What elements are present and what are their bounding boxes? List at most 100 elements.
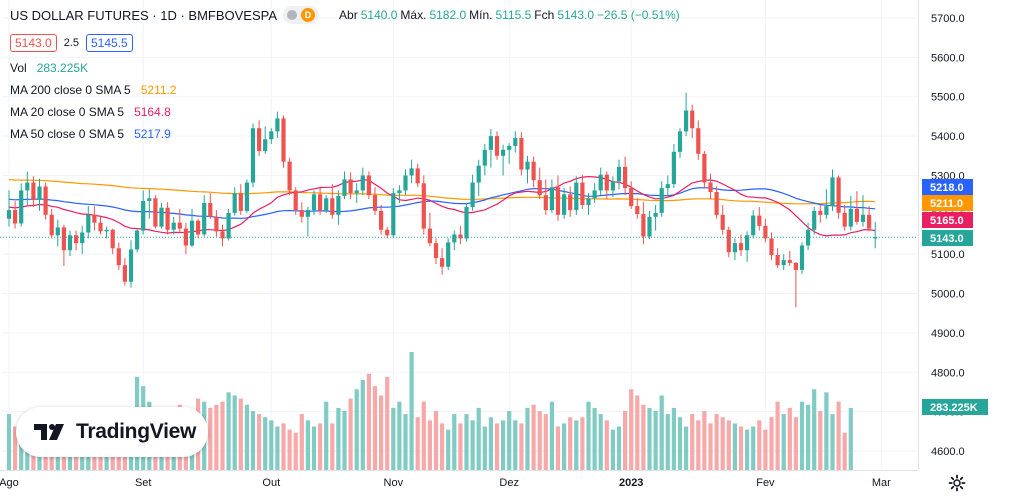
candle-body (562, 194, 567, 215)
candle-body (793, 262, 798, 270)
candle (220, 224, 225, 247)
volume-bar (574, 420, 579, 470)
candle-body (214, 216, 219, 232)
volume-bar (732, 423, 737, 470)
volume-bar (342, 411, 347, 470)
candle (67, 230, 73, 257)
candle-body (330, 198, 335, 215)
candle-body (250, 128, 256, 183)
spread-value: 2.5 (63, 36, 79, 49)
candle-body (391, 193, 396, 236)
candle (793, 262, 798, 308)
candle-body (488, 136, 493, 150)
candle-body (122, 265, 127, 282)
sell-button[interactable]: 5143.0 (10, 34, 57, 52)
open-value: 5140.0 (360, 8, 398, 22)
candle (86, 206, 91, 239)
tradingview-logo-icon (34, 424, 64, 440)
candle (580, 174, 585, 209)
candle-body (80, 232, 85, 244)
volume-bar (635, 395, 640, 470)
candle-body (104, 229, 109, 232)
candle (726, 226, 731, 258)
candle (476, 159, 481, 196)
candle (318, 188, 323, 215)
delayed-data-icon: D (301, 8, 316, 22)
candle (74, 230, 79, 251)
volume-bar (818, 411, 823, 470)
candle-body (183, 228, 188, 246)
candle (440, 248, 445, 275)
candle-body (226, 212, 231, 239)
volume-bar (702, 411, 707, 470)
buy-button[interactable]: 5145.5 (86, 34, 133, 52)
candle (385, 226, 390, 239)
candle (684, 92, 689, 137)
candle (257, 120, 262, 156)
volume-axis-label: 283.225K (922, 399, 988, 415)
indicator-ma50[interactable]: MA 50 close 0 SMA 5 5217.9 (10, 128, 680, 140)
candle (604, 171, 609, 200)
candle (732, 238, 737, 261)
volume-bar (257, 414, 262, 470)
candle-body (549, 187, 554, 211)
volume-bar (220, 401, 225, 470)
candle-body (281, 118, 286, 162)
candle-body (757, 215, 762, 226)
moving-average-lines (8, 175, 876, 237)
volume-bar (726, 420, 731, 470)
candle (671, 143, 676, 189)
candle-body (269, 131, 274, 140)
open-label: Abr (339, 8, 358, 22)
candle (183, 222, 188, 255)
candle-body (732, 243, 737, 253)
volume-bar (208, 407, 213, 470)
candle-body (360, 175, 365, 191)
indicator-name: MA 20 close 0 SMA 5 (10, 105, 125, 119)
candle (860, 195, 866, 227)
candle (452, 230, 457, 251)
candle (61, 224, 66, 266)
candle (751, 210, 756, 239)
ma20-line (8, 175, 876, 237)
candle (775, 248, 780, 268)
price-label-box (922, 212, 973, 228)
tradingview-logo[interactable]: TradingView (16, 407, 208, 457)
candle-body (49, 214, 54, 236)
symbol-title[interactable]: US DOLLAR FUTURES · 1D · BMFBOVESPA (10, 7, 278, 23)
price-tick-label: 4900.0 (931, 328, 965, 340)
settings-gear-icon[interactable] (948, 474, 966, 492)
candle (311, 190, 317, 215)
indicator-volume[interactable]: Vol 283.225K (10, 62, 680, 74)
candle (806, 222, 811, 251)
candle (824, 189, 829, 219)
candle (104, 226, 109, 239)
candle-body (311, 194, 317, 211)
candle-body (31, 182, 36, 200)
indicator-ma20[interactable]: MA 20 close 0 SMA 5 5164.8 (10, 106, 680, 118)
volume-bar (665, 414, 670, 470)
candle-body (769, 238, 774, 255)
time-tick-label: Mar (872, 477, 891, 489)
time-axis[interactable]: Ago Set Out Nov Dez 2023 Fev Mar (0, 477, 891, 489)
candle (818, 204, 823, 223)
candle (690, 104, 695, 139)
candle (55, 219, 60, 247)
volume-bar (311, 426, 317, 470)
data-status-badge[interactable]: D (283, 6, 320, 24)
candle (549, 179, 554, 213)
status-dot-icon (287, 10, 298, 20)
candle (409, 159, 414, 184)
candlesticks (6, 92, 878, 308)
candle-body (202, 203, 207, 235)
volume-label-box (922, 399, 988, 415)
volume-bar (348, 398, 353, 470)
candle (177, 208, 182, 233)
price-tick-label: 5500.0 (931, 92, 965, 104)
candle-body (427, 228, 432, 244)
candle (433, 238, 439, 265)
candle (159, 203, 164, 229)
candle-body (860, 214, 866, 222)
indicator-ma200[interactable]: MA 200 close 0 SMA 5 5211.2 (10, 84, 680, 96)
volume-bar (671, 407, 676, 470)
